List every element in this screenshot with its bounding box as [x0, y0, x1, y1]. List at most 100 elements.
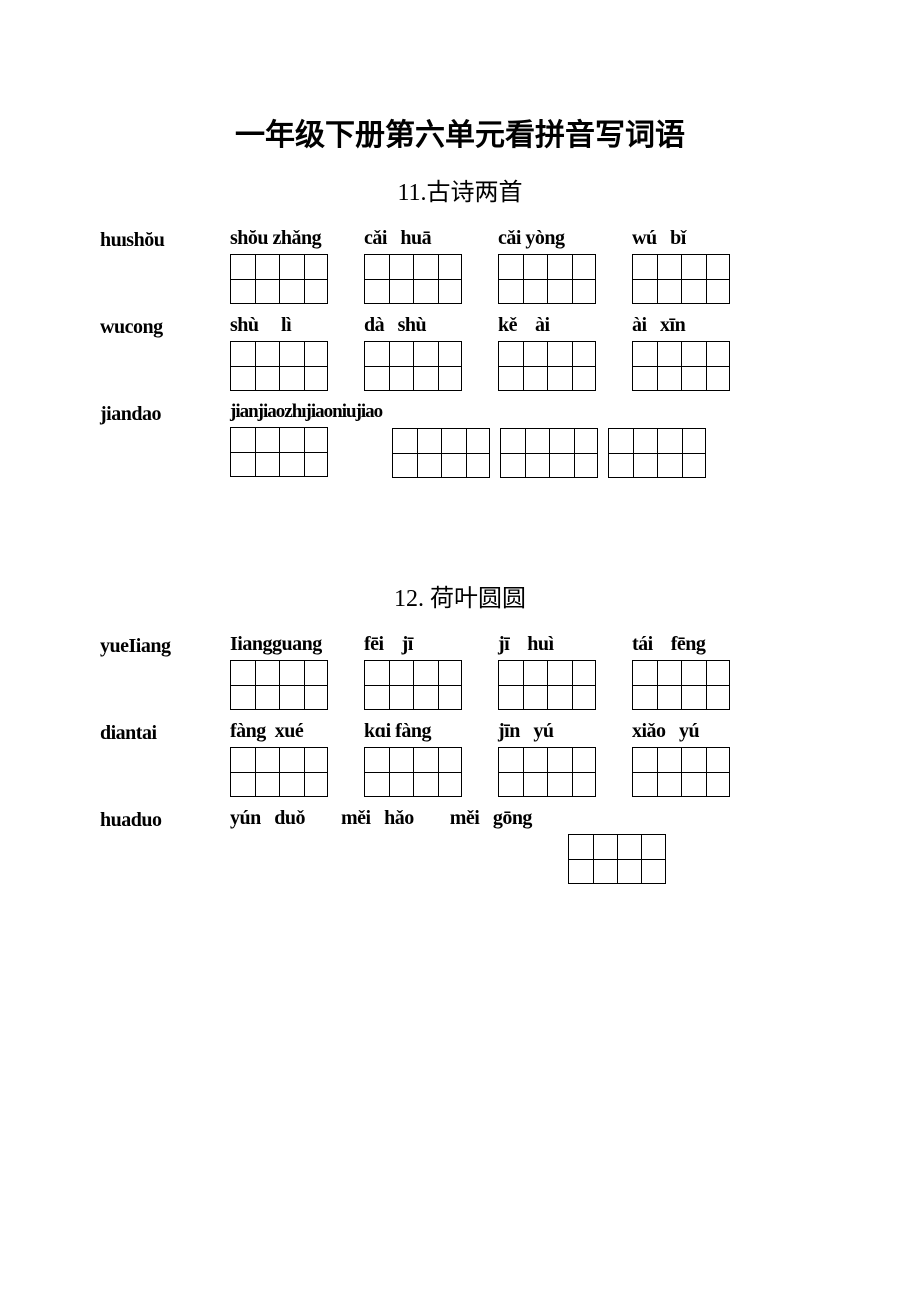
writing-cell: [231, 748, 279, 796]
writing-cell: [609, 429, 657, 477]
pinyin-label: jīn yú: [498, 720, 553, 743]
pinyin-item: shŏu zhǎng: [230, 227, 328, 304]
pinyin-label: [500, 401, 505, 424]
section-heading: 11.古诗两首: [100, 172, 820, 207]
writing-cell: [681, 255, 729, 303]
writing-cell: [441, 429, 489, 477]
pinyin-label: ài xīn: [632, 314, 685, 337]
writing-cell: [633, 342, 681, 390]
row-label: huaduo: [100, 807, 230, 832]
writing-cell: [231, 342, 279, 390]
pinyin-label: dà shù: [364, 314, 426, 337]
pinyin-item: shù lì: [230, 314, 328, 391]
pinyin-label: [392, 401, 397, 424]
row-label: diantai: [100, 720, 230, 745]
writing-cell: [279, 661, 327, 709]
writing-grid: [364, 660, 462, 710]
writing-cell: [499, 342, 547, 390]
writing-cell: [547, 661, 595, 709]
writing-grid: [568, 834, 666, 884]
pinyin-label: [608, 401, 613, 424]
writing-cell: [413, 661, 461, 709]
writing-cell: [231, 255, 279, 303]
writing-grid: [498, 747, 596, 797]
pinyin-label: wú bǐ: [632, 227, 686, 250]
writing-cell: [681, 748, 729, 796]
pinyin-label: xiǎo yú: [632, 720, 699, 743]
writing-grid: [498, 254, 596, 304]
pinyin-item: [568, 807, 666, 884]
writing-cell: [547, 255, 595, 303]
writing-grid: [632, 747, 730, 797]
pinyin-label: jianjiaozhıjiaoniujiao: [230, 401, 382, 423]
writing-grid: [392, 428, 490, 478]
writing-cell: [413, 342, 461, 390]
writing-cell: [365, 342, 413, 390]
writing-grid: [498, 341, 596, 391]
writing-cell: [633, 748, 681, 796]
writing-grid: [632, 341, 730, 391]
section-heading: 12. 荷叶圆圆: [100, 578, 820, 613]
pinyin-label: Iiangguang: [230, 633, 322, 656]
writing-cell: [633, 661, 681, 709]
writing-cell: [365, 661, 413, 709]
pinyin-label: jī huì: [498, 633, 554, 656]
pinyin-label: fàng xué: [230, 720, 303, 743]
row-label: jiandao: [100, 401, 230, 426]
pinyin-label: měi gōng: [450, 807, 532, 830]
writing-grid: [230, 341, 328, 391]
pinyin-item: fàng xué: [230, 720, 328, 797]
pinyin-item: cǎi huā: [364, 227, 462, 304]
writing-grid: [632, 254, 730, 304]
writing-cell: [279, 748, 327, 796]
pinyin-label: yún duǒ: [230, 807, 305, 830]
pinyin-item: kɑi fàng: [364, 720, 462, 797]
writing-cell: [365, 748, 413, 796]
pinyin-label: tái fēng: [632, 633, 705, 656]
writing-grid: [230, 660, 328, 710]
writing-cell: [617, 835, 665, 883]
writing-grid: [230, 254, 328, 304]
pinyin-item: [500, 401, 598, 478]
writing-cell: [393, 429, 441, 477]
writing-cell: [499, 255, 547, 303]
pinyin-item: měi gōng: [450, 807, 532, 884]
row-label: wucong: [100, 314, 230, 339]
content-area: 11.古诗两首huıshŏushŏu zhǎngcǎi huācǎi yòngw…: [100, 172, 820, 884]
pinyin-label: [568, 807, 573, 830]
pinyin-label: shù lì: [230, 314, 291, 337]
pinyin-label: cǎi huā: [364, 227, 431, 250]
page-title: 一年级下册第六单元看拼音写词语: [100, 110, 820, 154]
writing-cell: [657, 429, 705, 477]
writing-cell: [499, 748, 547, 796]
pinyin-item: fēi jī: [364, 633, 462, 710]
writing-grid: [364, 747, 462, 797]
pinyin-label: kɑi fàng: [364, 720, 431, 743]
pinyin-item: Iiangguang: [230, 633, 328, 710]
writing-cell: [231, 428, 279, 476]
pinyin-item: kě ài: [498, 314, 596, 391]
pinyin-item: jianjiaozhıjiaoniujiao: [230, 401, 382, 478]
pinyin-item: jī huì: [498, 633, 596, 710]
writing-grid: [230, 747, 328, 797]
pinyin-item: xiǎo yú: [632, 720, 730, 797]
writing-cell: [279, 428, 327, 476]
writing-cell: [547, 342, 595, 390]
writing-grid: [632, 660, 730, 710]
writing-cell: [633, 255, 681, 303]
writing-cell: [549, 429, 597, 477]
writing-cell: [501, 429, 549, 477]
pinyin-label: kě ài: [498, 314, 550, 337]
pinyin-label: fēi jī: [364, 633, 413, 656]
pinyin-label: cǎi yòng: [498, 227, 565, 250]
writing-cell: [279, 255, 327, 303]
pinyin-item: wú bǐ: [632, 227, 730, 304]
writing-cell: [681, 342, 729, 390]
writing-grid: [364, 254, 462, 304]
writing-cell: [499, 661, 547, 709]
writing-cell: [279, 342, 327, 390]
pinyin-label: shŏu zhǎng: [230, 227, 321, 250]
pinyin-item: měi hǎo: [341, 807, 414, 884]
writing-cell: [413, 255, 461, 303]
writing-grid: [608, 428, 706, 478]
